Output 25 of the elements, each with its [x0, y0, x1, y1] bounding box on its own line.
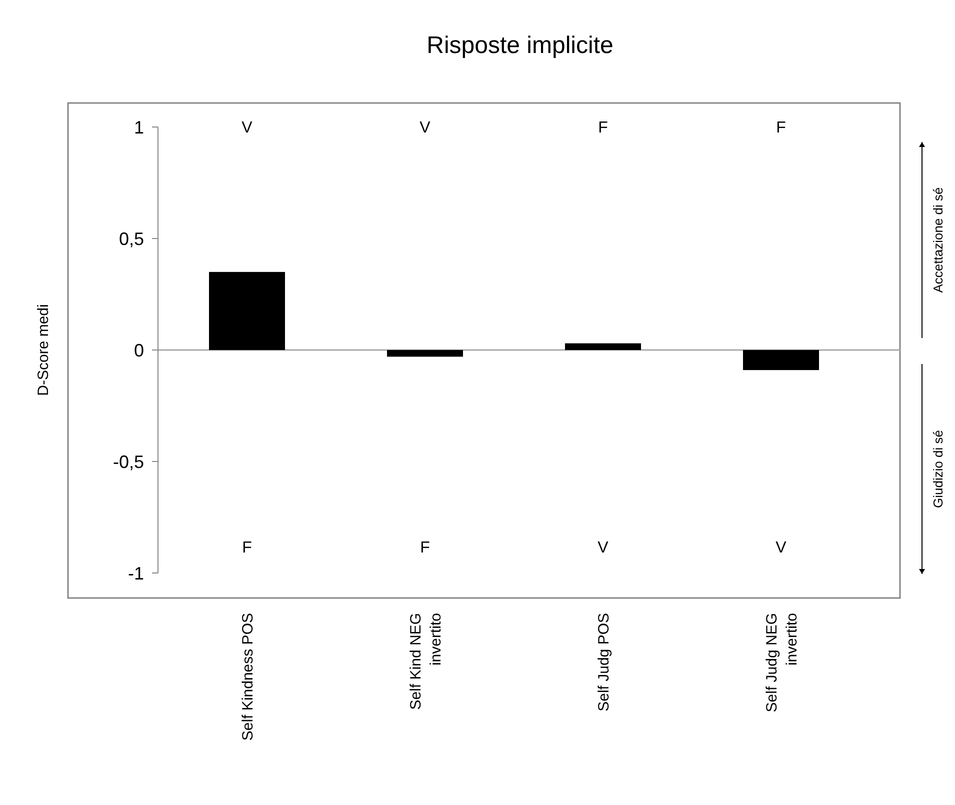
annotation: V	[420, 120, 431, 137]
bar	[387, 350, 463, 357]
annotation: V	[776, 540, 787, 557]
annotation: V	[242, 120, 253, 137]
y-tick-label: 0,5	[118, 228, 144, 249]
y-axis-title: D-Score medi	[35, 304, 52, 396]
annotation: F	[776, 120, 786, 137]
annotation: F	[598, 120, 608, 137]
bar	[743, 350, 819, 370]
text: Accettazione di sé	[930, 187, 946, 293]
annotation: F	[242, 540, 252, 557]
y-tick-label: -0,5	[112, 452, 144, 472]
annotation: F	[420, 540, 430, 557]
y-tick-label: 0	[134, 340, 144, 360]
bar	[565, 343, 641, 350]
x-tick-label: Self Kind NEG invertito	[407, 613, 444, 710]
bar	[209, 272, 285, 350]
x-tick-label: Self Kindness POS	[239, 613, 256, 741]
annotation: V	[598, 540, 609, 557]
y-tick-label: -1	[128, 563, 144, 584]
x-tick-label: Self Judg POS	[595, 613, 612, 712]
y-tick-label: 1	[134, 117, 144, 138]
x-tick-label: Self Judg NEG invertito	[763, 613, 800, 712]
text: Giudizio di sé	[930, 430, 946, 508]
chart-title: Risposte implicite	[426, 32, 614, 59]
